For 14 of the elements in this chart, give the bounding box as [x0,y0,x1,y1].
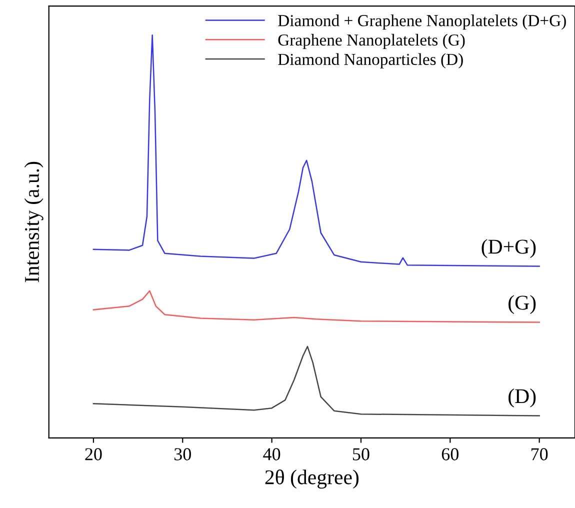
legend-label: Diamond Nanoparticles (D) [278,53,463,68]
legend-label: Diamond + Graphene Nanoplatelets (D+G) [278,14,566,30]
y-axis-title: Intensity (a.u.) [24,162,44,282]
x-tick-label: 50 [353,448,370,460]
annotation: (D+G) [482,239,536,258]
x-tick-label: 30 [174,448,191,460]
x-tick-label: 20 [85,448,102,460]
x-tick-label: 40 [263,448,280,460]
x-tick-label: 70 [531,448,548,460]
legend-label: Graphene Nanoplatelets (G) [278,34,465,50]
x-tick-label: 60 [442,448,458,460]
annotation: (G) [508,295,536,314]
annotation: (D) [508,388,536,408]
x-axis-title: 2θ (degree) [265,470,359,489]
